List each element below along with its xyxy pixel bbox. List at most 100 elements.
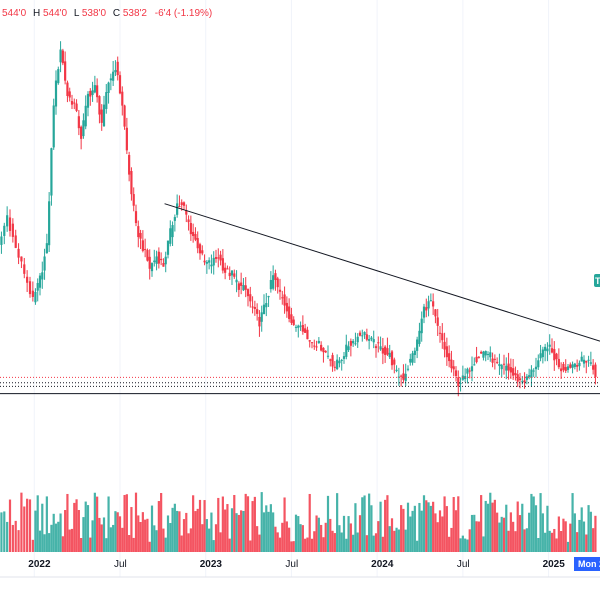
volume-bar (233, 494, 236, 552)
volume-bar (306, 537, 309, 552)
volume-bar (41, 503, 44, 552)
volume-bar (416, 540, 419, 552)
candle-body (338, 360, 341, 364)
volume-bar (365, 535, 368, 552)
candle-body (164, 256, 167, 265)
volume-bar (525, 528, 528, 552)
annotation-layer[interactable] (0, 203, 600, 395)
volume-bar (422, 495, 426, 552)
candle-body (427, 301, 430, 309)
volume-bar (301, 525, 304, 552)
volume-bar (384, 499, 387, 552)
candle-body (233, 273, 236, 277)
volume-bar (486, 503, 490, 552)
volume-bar (77, 510, 80, 552)
volume-bar (379, 501, 382, 552)
candle-body (518, 378, 522, 381)
candle-body (77, 116, 80, 129)
volume-bar (224, 509, 227, 552)
volume-bar (157, 501, 160, 552)
candle-body (445, 346, 448, 358)
volume-bar (100, 524, 103, 552)
volume-bar (512, 521, 515, 552)
volume-bar (436, 522, 439, 552)
volume-bar (265, 505, 268, 552)
candle-body (75, 103, 78, 111)
volume-bar (477, 521, 480, 552)
volume-bar (141, 512, 144, 552)
volume-bar (548, 530, 551, 552)
candle-body (587, 359, 590, 361)
high-value: 544'0 (43, 8, 68, 19)
volume-bar (258, 534, 261, 552)
volume-bar (562, 518, 565, 552)
volume-bar (130, 507, 133, 552)
volume-bar (244, 493, 247, 552)
candle-body (171, 225, 174, 238)
volume-bar (326, 495, 330, 552)
volume-bar (587, 505, 590, 552)
candle-body (548, 344, 551, 347)
volume-bar (134, 492, 138, 552)
candle-body (217, 257, 220, 259)
candle-body (304, 328, 307, 333)
candle-body (182, 202, 186, 206)
candle-body (400, 375, 403, 377)
candle-body (208, 260, 211, 263)
candle-body (48, 201, 51, 246)
volume-bar (89, 537, 92, 552)
candle-body (20, 256, 23, 262)
volume-bar (448, 536, 451, 552)
volume-bar (347, 516, 350, 552)
side-badge[interactable] (594, 274, 600, 287)
candle-body (228, 272, 231, 277)
volume-bar (404, 529, 407, 552)
candle-body (38, 275, 42, 288)
candle-body (530, 369, 533, 379)
candle-body (560, 368, 563, 372)
volume-bar (544, 532, 547, 552)
candle-body (578, 362, 581, 367)
candle-body (409, 358, 412, 363)
volume-bar (45, 496, 48, 552)
candle-body (557, 358, 560, 368)
volume-bar (454, 510, 458, 552)
candle-body (201, 250, 204, 254)
volume-bar (461, 535, 464, 552)
volume-bar (473, 514, 476, 552)
candle-body (324, 351, 327, 353)
candle-body (292, 319, 295, 325)
candle-body (114, 70, 117, 73)
volume-bar (406, 502, 410, 552)
volume-bar (484, 500, 487, 552)
close-label: C (113, 8, 120, 19)
candle-body (555, 353, 558, 360)
volume-bar (28, 499, 32, 552)
change-value: -6'4 (-1.19%) (155, 8, 213, 19)
candle-body (507, 363, 510, 371)
volume-bar (573, 513, 576, 552)
volume-bar (585, 534, 588, 552)
volume-bar (242, 510, 245, 552)
candle-body (537, 360, 540, 368)
candle-body (256, 309, 259, 314)
candle-body (249, 294, 252, 302)
volume-bar (93, 492, 96, 552)
candle-body (162, 263, 165, 267)
volume-bar (553, 528, 556, 552)
candle-body (26, 276, 29, 283)
volume-bar (221, 496, 224, 552)
candle-body (534, 366, 538, 370)
volume-bar (459, 538, 462, 552)
volume-bar (338, 525, 341, 552)
volume-bar (36, 495, 39, 552)
time-axis[interactable]: 2022 Jul 2023 Jul 2024 Jul 2025 (28, 559, 565, 570)
volume-bar (189, 528, 192, 552)
volume-bar (212, 540, 215, 552)
volume-bar (6, 521, 9, 552)
volume-bar (192, 495, 195, 552)
candle-body (134, 211, 138, 224)
volume-bar (292, 541, 295, 552)
